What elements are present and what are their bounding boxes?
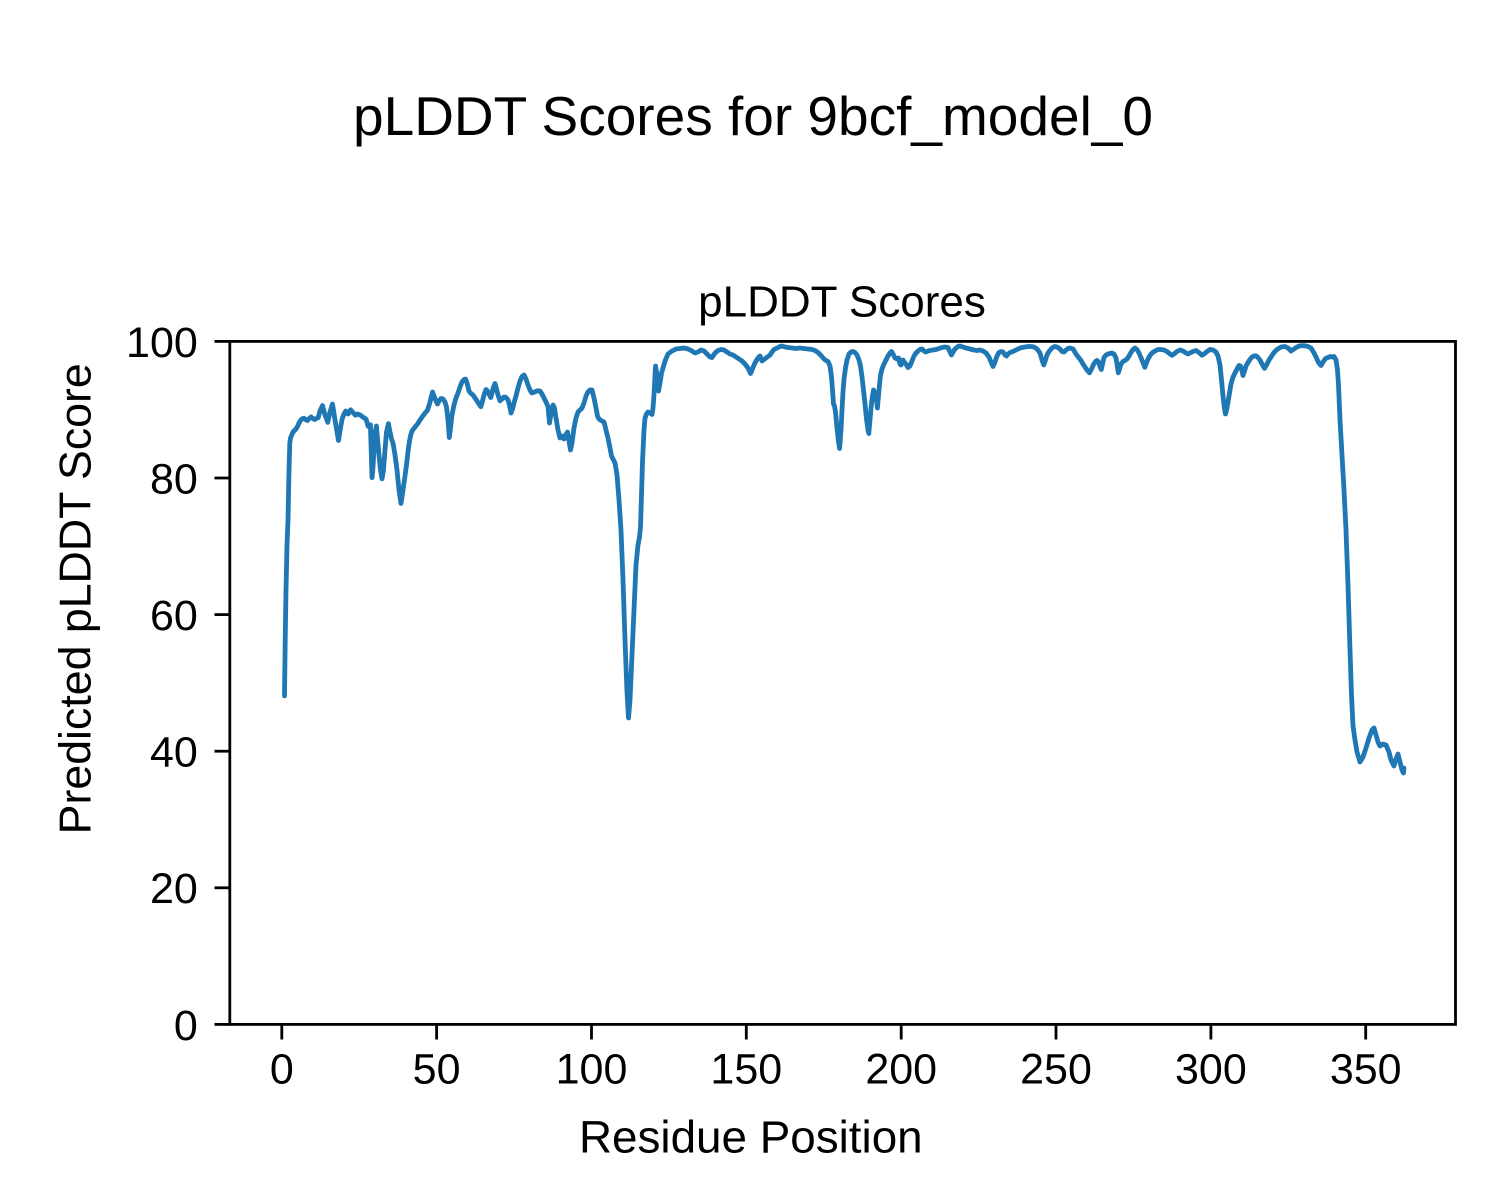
svg-text:pLDDT Scores: pLDDT Scores [698, 277, 986, 326]
svg-text:40: 40 [150, 729, 198, 777]
svg-text:0: 0 [270, 1045, 294, 1093]
svg-text:80: 80 [150, 455, 198, 503]
svg-text:pLDDT Scores for 9bcf_model_0: pLDDT Scores for 9bcf_model_0 [353, 85, 1153, 147]
svg-text:300: 300 [1175, 1045, 1247, 1093]
svg-text:100: 100 [126, 319, 198, 367]
svg-text:Residue Position: Residue Position [579, 1111, 923, 1162]
svg-text:250: 250 [1020, 1045, 1092, 1093]
svg-text:20: 20 [150, 865, 198, 913]
svg-text:50: 50 [413, 1045, 461, 1093]
svg-text:60: 60 [150, 592, 198, 640]
svg-text:0: 0 [174, 1002, 198, 1050]
svg-text:Predicted pLDDT Score: Predicted pLDDT Score [52, 363, 101, 834]
svg-text:350: 350 [1330, 1045, 1402, 1093]
svg-text:150: 150 [710, 1045, 782, 1093]
svg-text:200: 200 [865, 1045, 937, 1093]
svg-text:100: 100 [556, 1045, 628, 1093]
